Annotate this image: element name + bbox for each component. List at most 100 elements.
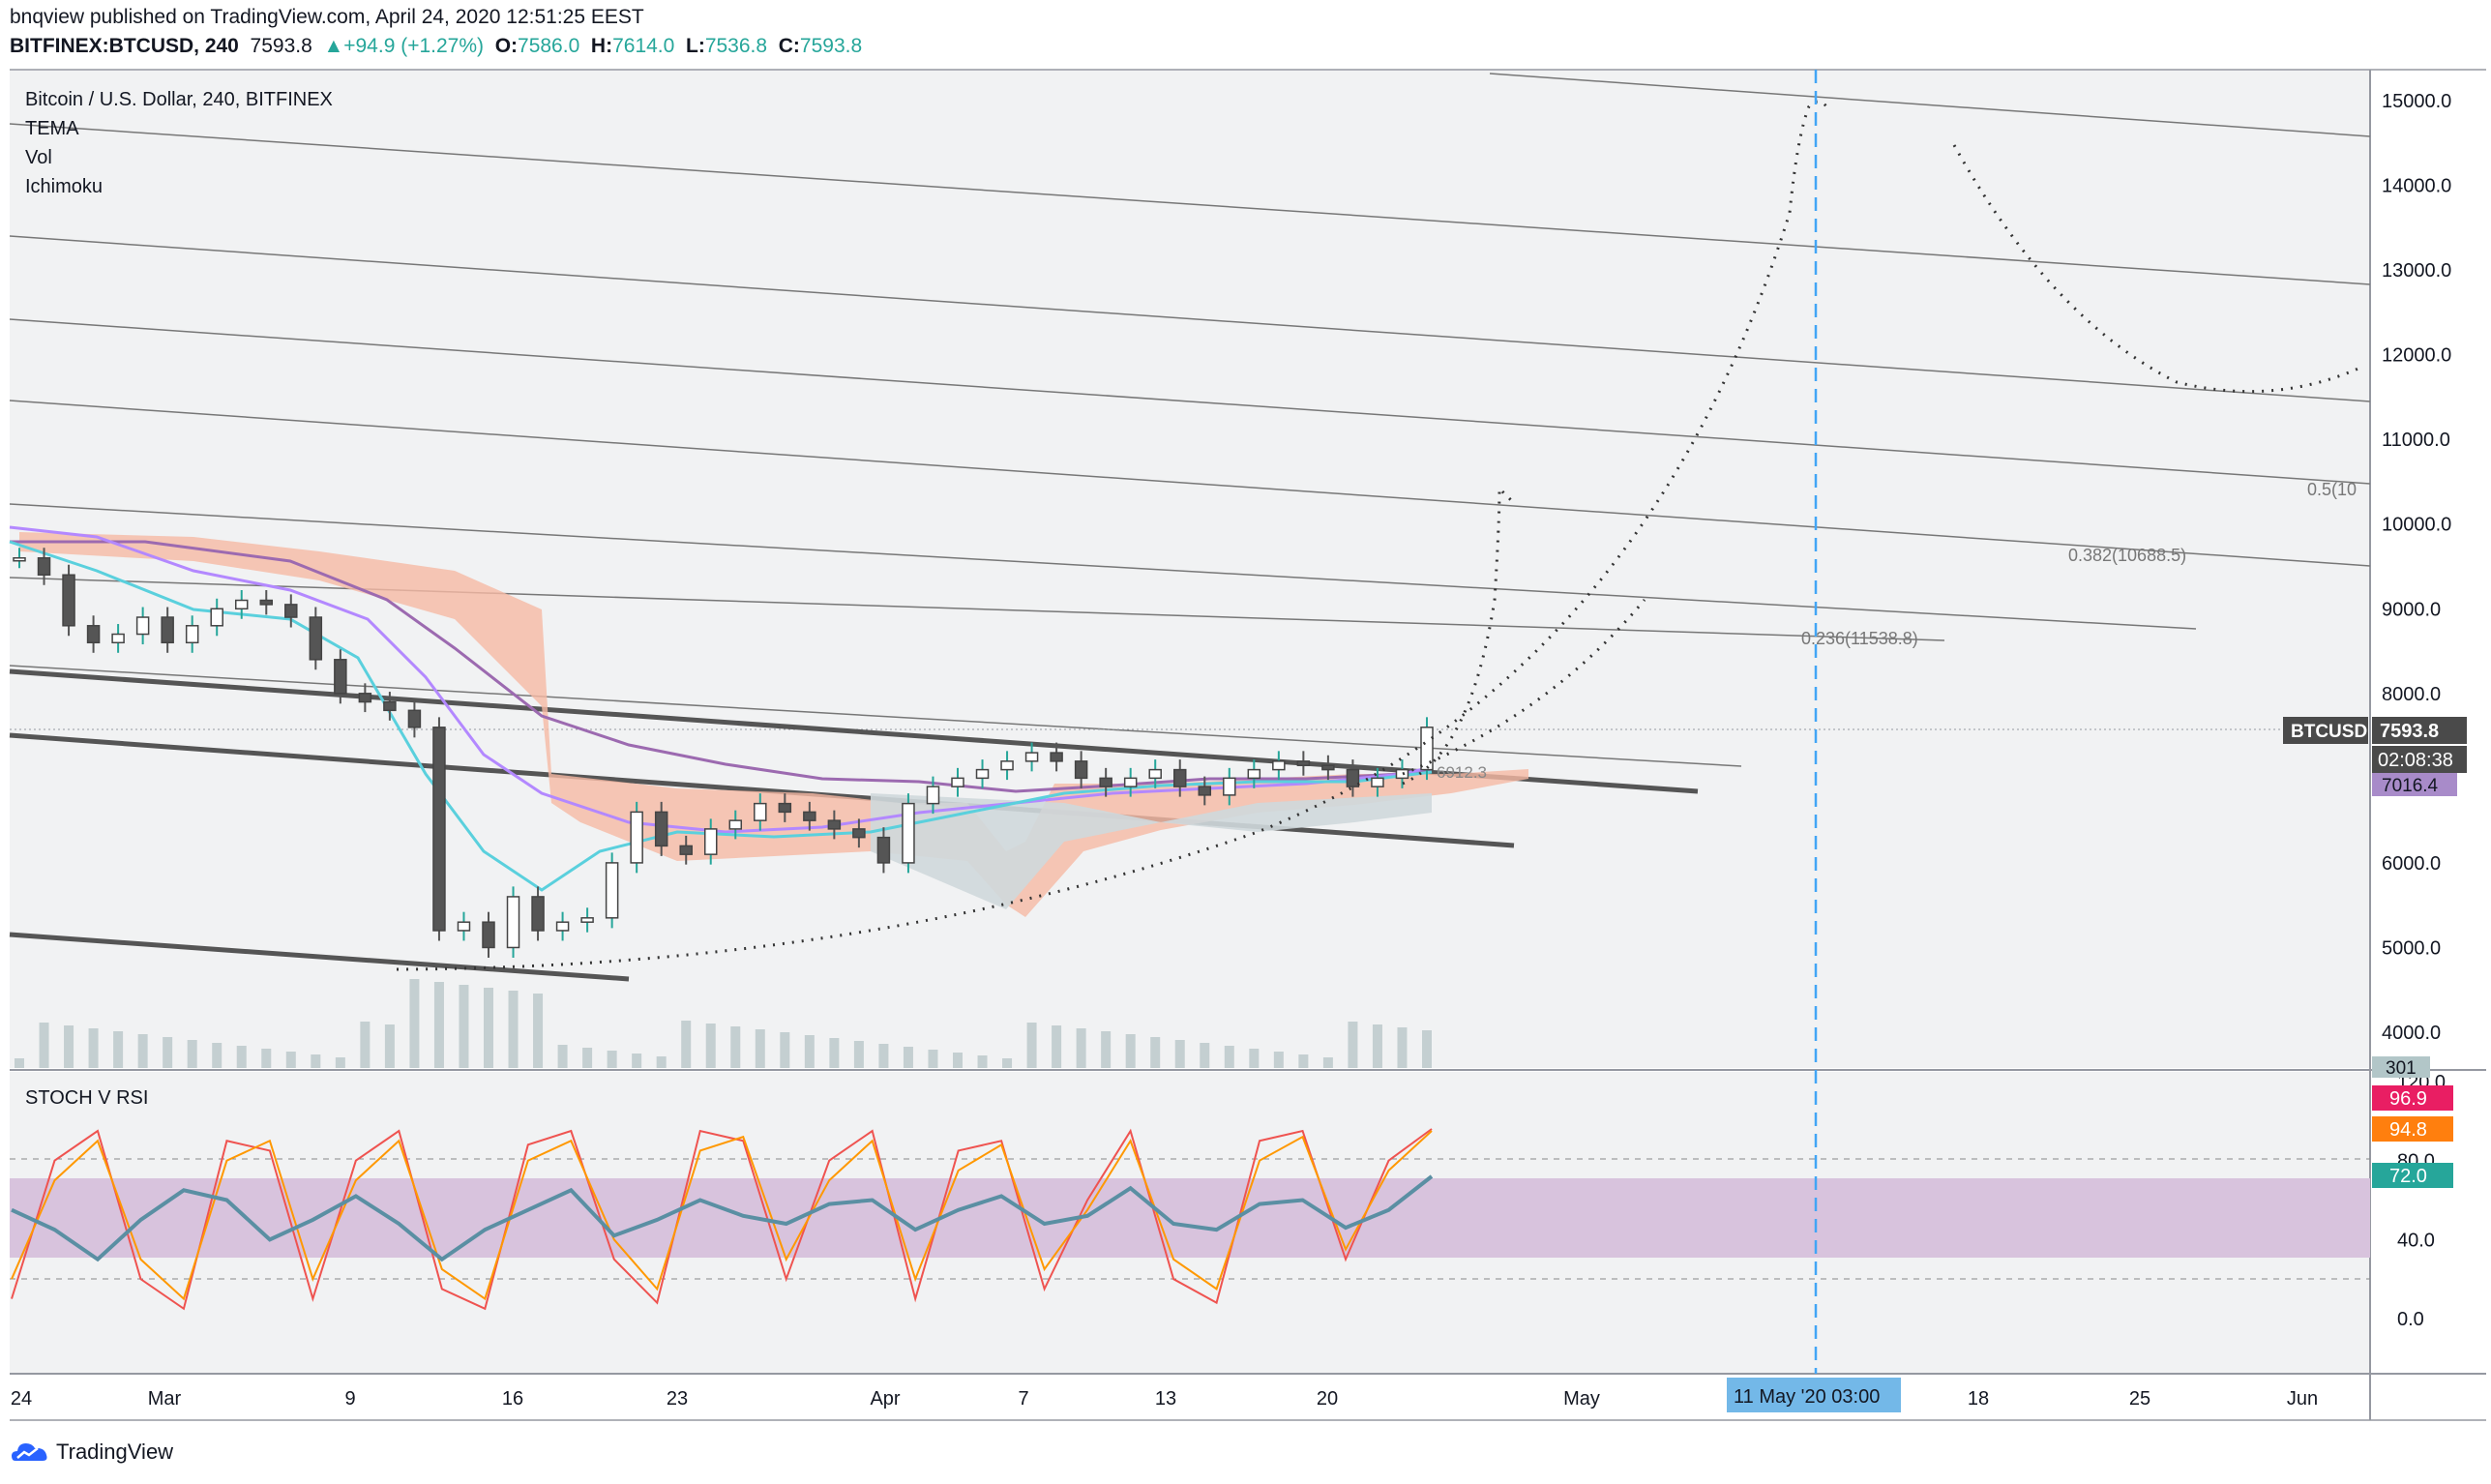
volume-bar (533, 994, 544, 1068)
price-tick-label: 15000.0 (2382, 91, 2451, 112)
open-label: O: (494, 35, 519, 57)
candle-body (62, 574, 75, 627)
time-tick-label: 24 (11, 1388, 32, 1410)
volume-group (15, 979, 1432, 1068)
volume-bar (928, 1050, 938, 1068)
volume-bar (582, 1048, 593, 1068)
publish-info: bnqview published on TradingView.com, Ap… (10, 6, 644, 28)
candle-body (1223, 777, 1236, 796)
price-tick-label: 9000.0 (2382, 599, 2441, 620)
volume-bar (829, 1038, 840, 1068)
tradingview-cloud-icon (12, 1443, 47, 1461)
rsi-tag: 72.0 (2389, 1166, 2427, 1187)
candle-body (1123, 777, 1138, 787)
candle-body (654, 811, 668, 847)
close-value: 7593.8 (799, 35, 863, 57)
candle-body (754, 802, 767, 821)
stoch-d-tag-bg (2372, 1116, 2453, 1142)
volume-bar (508, 991, 519, 1068)
candle-body (728, 819, 743, 830)
volume-bar (236, 1046, 247, 1068)
time-tick-label: 9 (344, 1388, 355, 1410)
price-tick-label: 10000.0 (2382, 515, 2451, 536)
candle-body (580, 917, 594, 923)
time-tick-label: 18 (1968, 1388, 1989, 1410)
symbol: BITFINEX:BTCUSD, 240 (10, 35, 239, 57)
candle-body (1321, 764, 1335, 771)
candle-body (531, 896, 545, 932)
volume-bar (360, 1022, 371, 1068)
candle-body (902, 802, 915, 864)
legend-ichimoku: Ichimoku (25, 176, 104, 197)
stoch-d-tag: 94.8 (2389, 1119, 2427, 1141)
high-label: H: (590, 35, 613, 57)
volume-bar (804, 1035, 815, 1068)
price-tick-label: 8000.0 (2382, 684, 2441, 705)
volume-bar (1298, 1054, 1309, 1068)
candle-body (86, 625, 101, 644)
candle-body (827, 819, 842, 830)
legend-tema: TEMA (25, 118, 79, 139)
candle-body (703, 828, 718, 855)
candle-body (383, 700, 397, 712)
close-label: C: (778, 35, 800, 57)
volume-bar (484, 988, 493, 1068)
time-tick-label: Apr (870, 1388, 900, 1410)
open-value: 7586.0 (518, 35, 580, 57)
volume-bar (459, 985, 469, 1068)
countdown-tag-bg (2372, 746, 2467, 773)
volume-bar (384, 1024, 395, 1068)
volume-bar (681, 1021, 692, 1068)
volume-bar (656, 1056, 667, 1068)
volume-bar (730, 1026, 741, 1068)
volume-bar (187, 1040, 197, 1068)
price-change: ▲+94.9 (+1.27%) (323, 35, 485, 57)
kijun-tag-bg (2372, 773, 2457, 796)
time-tick-label: 20 (1317, 1388, 1338, 1410)
countdown-tag: 02:08:38 (2378, 750, 2453, 771)
price-axis-ticks: 15000.0 14000.0 13000.0 12000.0 11000.0 10000… (2382, 91, 2451, 1044)
low-value: 7536.8 (704, 35, 768, 57)
candle-body (1420, 727, 1434, 771)
time-tick-label: Jun (2287, 1388, 2318, 1410)
volume-bar (1052, 1025, 1062, 1068)
candle-body (234, 599, 249, 610)
volume-bar (1422, 1030, 1432, 1068)
rsi-band (10, 1178, 2370, 1258)
volume-bar (64, 1025, 74, 1068)
kijun-tag: 7016.4 (2382, 776, 2439, 796)
volume-bar (557, 1045, 568, 1068)
candle-body (555, 921, 570, 932)
volume-bar (755, 1029, 765, 1068)
time-highlight-bg (1727, 1378, 1901, 1412)
high-value: 7614.0 (612, 35, 675, 57)
volume-bar (1348, 1022, 1358, 1068)
candle-body (1272, 760, 1286, 771)
candle-body (1024, 752, 1039, 762)
volume-bar (335, 1057, 345, 1068)
volume-bar (1249, 1049, 1260, 1068)
stoch-k-line (11, 1128, 1433, 1311)
candle-body (334, 659, 347, 695)
volume-bar (1372, 1024, 1382, 1068)
candle-body (1247, 768, 1261, 780)
candle-body (951, 777, 964, 787)
volume-bar (632, 1054, 642, 1068)
price-tick-label: 14000.0 (2382, 176, 2451, 197)
candle-body (457, 921, 471, 932)
candle-body (1346, 768, 1360, 787)
volume-bar (953, 1053, 963, 1068)
candle-body (1172, 768, 1187, 787)
volume-bar (212, 1043, 222, 1068)
rsi-panel-title: STOCH V RSI (25, 1087, 149, 1109)
price-tick-label: 6000.0 (2382, 853, 2441, 875)
candle-body (432, 727, 446, 932)
volume-bar (409, 979, 420, 1068)
volume-bar (878, 1044, 889, 1068)
volume-bar (1200, 1043, 1210, 1068)
volume-bar (1002, 1058, 1013, 1068)
volume-bar (285, 1052, 296, 1068)
time-tick-label: May (1563, 1388, 1600, 1410)
tradingview-logo[interactable]: TradingView (12, 1439, 173, 1465)
